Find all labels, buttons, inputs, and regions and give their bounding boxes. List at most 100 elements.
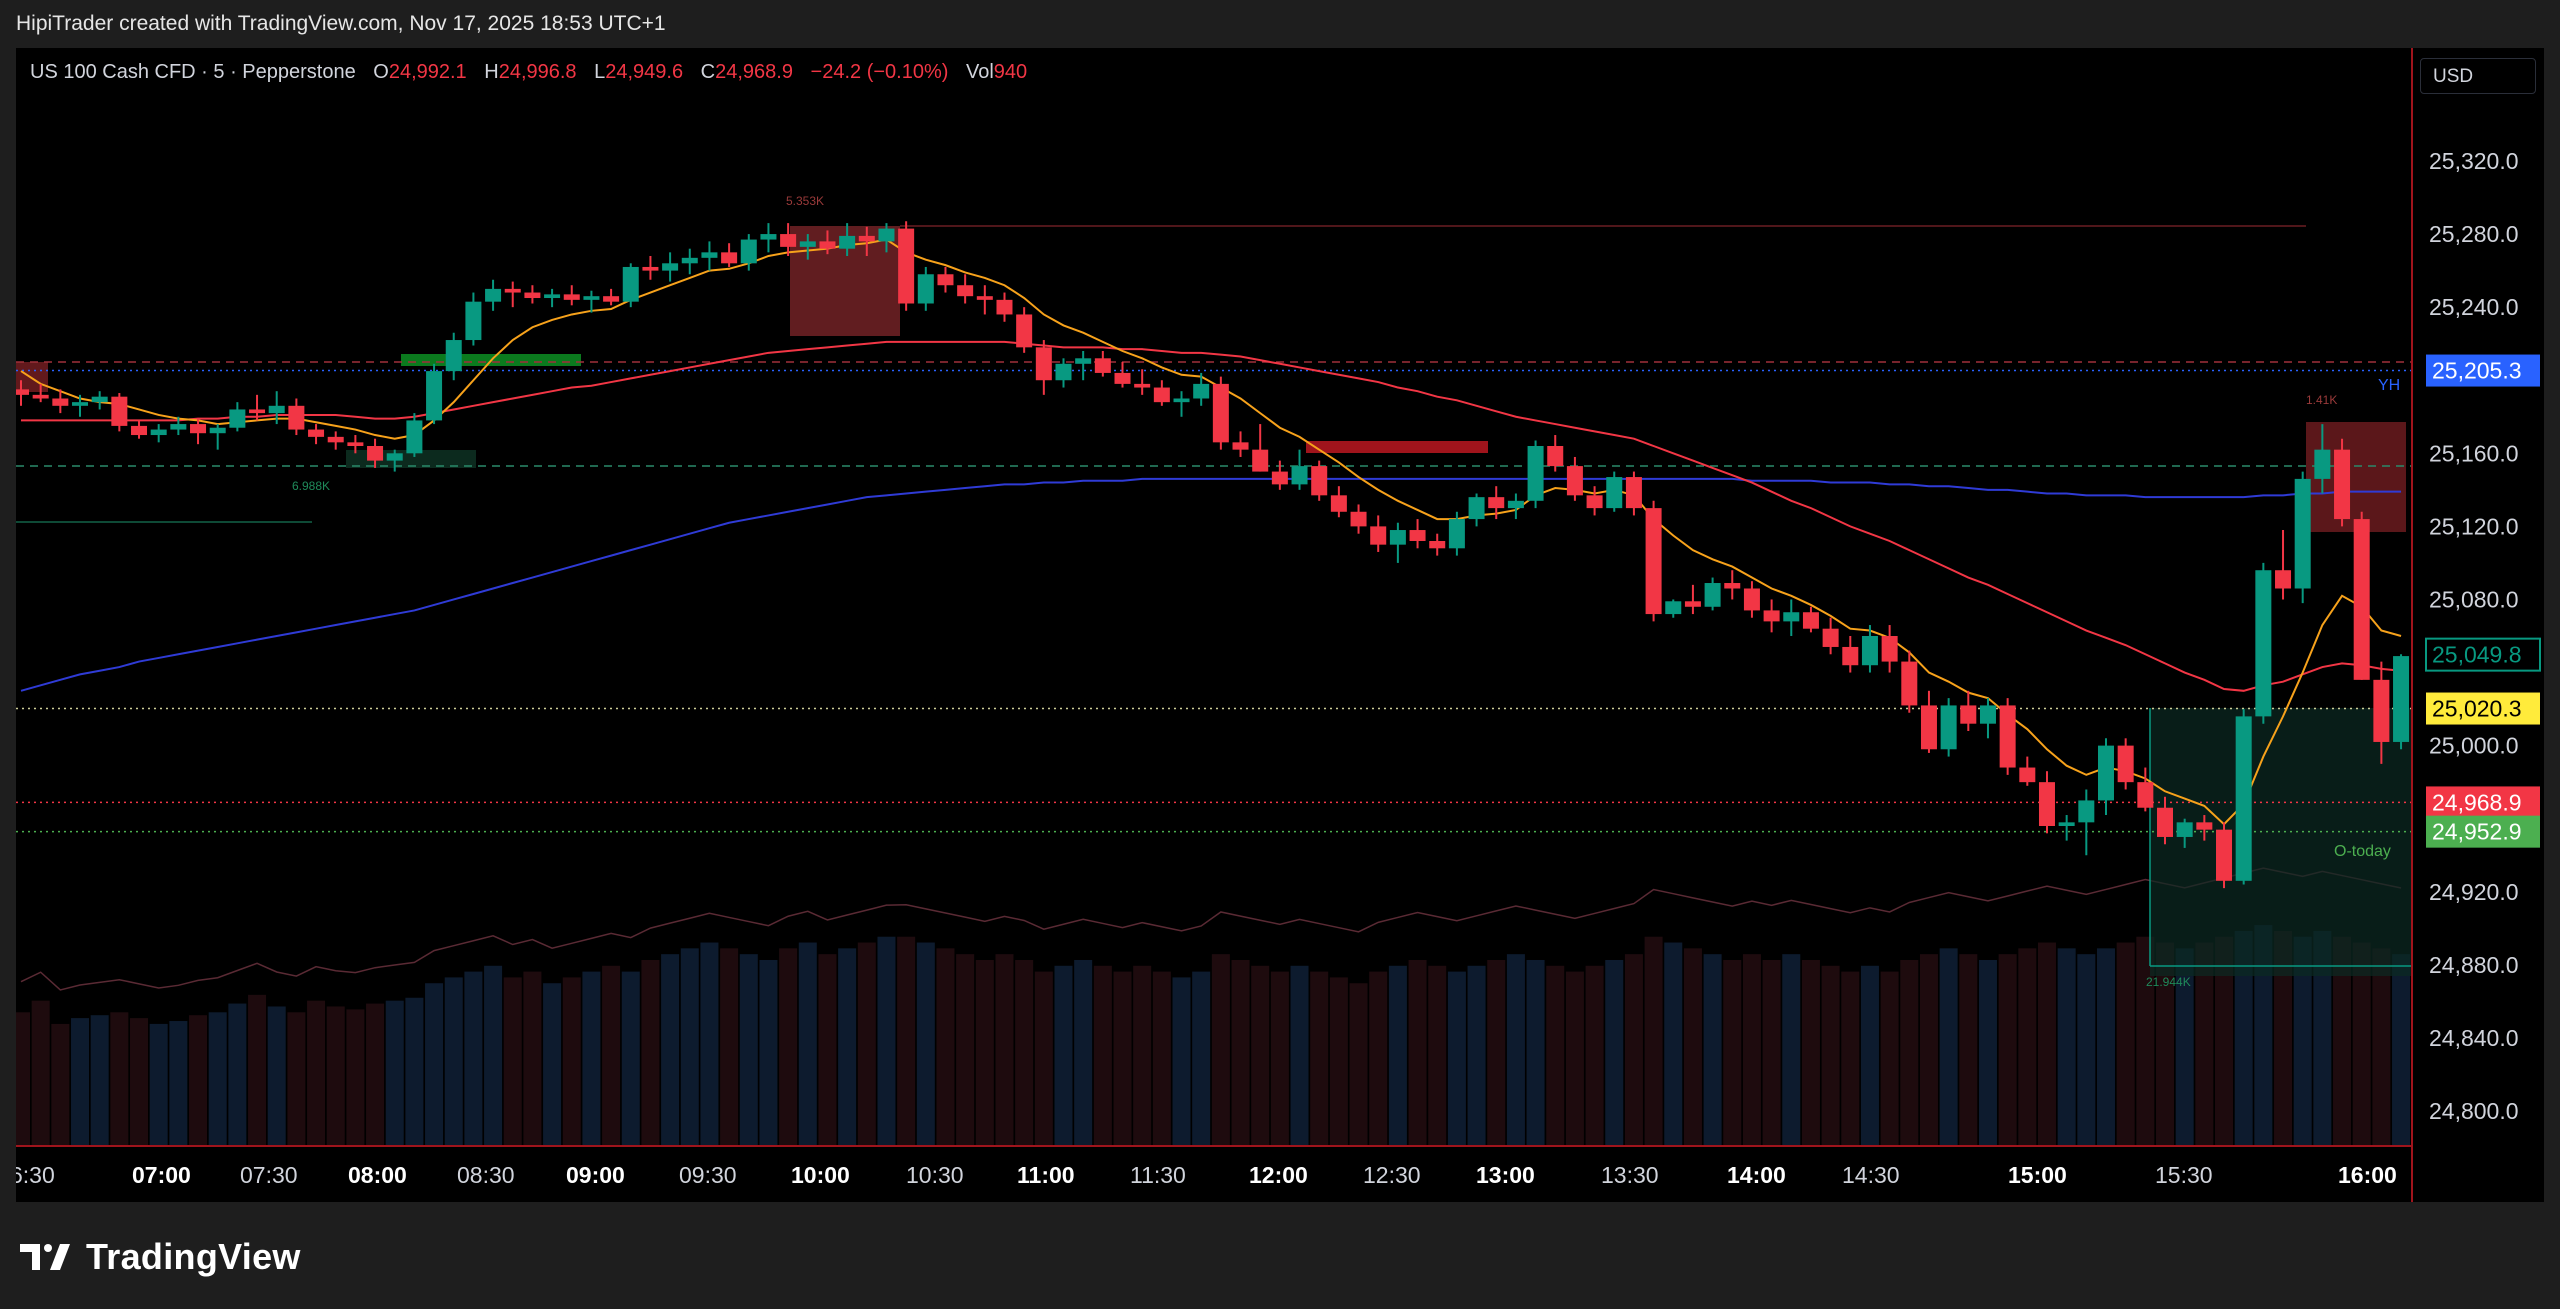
volume-ma-line — [20, 867, 2402, 991]
candle-body — [1960, 705, 1977, 724]
candle-body — [209, 427, 226, 434]
candle-body — [1625, 477, 1642, 509]
currency-selector[interactable]: USD — [2420, 58, 2536, 94]
volume-bar — [1034, 971, 1053, 1146]
volume-annotation: 1.41K — [2306, 393, 2337, 407]
volume-bar — [1152, 971, 1171, 1146]
volume-bar — [1428, 965, 1447, 1146]
candle-body — [1822, 628, 1839, 647]
volume-bar — [2333, 936, 2352, 1146]
candle-body — [1271, 471, 1288, 485]
candle-body — [1586, 495, 1603, 509]
volume-bar — [2274, 930, 2293, 1146]
volume-bars — [16, 925, 2411, 1146]
price-tick-label: 24,800.0 — [2429, 1098, 2519, 1124]
time-tick-label: 14:00 — [1727, 1162, 1786, 1188]
volume-bar — [1683, 948, 1702, 1146]
candle-body — [2196, 822, 2213, 830]
legend-symbol[interactable]: US 100 Cash CFD · 5 · Pepperstone — [30, 61, 356, 83]
volume-bar — [1447, 971, 1466, 1146]
candle-body — [1881, 636, 1898, 662]
time-tick-label: 6:30 — [16, 1162, 55, 1188]
volume-bar — [2018, 948, 2037, 1146]
ema-slow-line — [20, 477, 2402, 692]
volume-bar — [602, 965, 621, 1146]
candle-body — [2117, 745, 2134, 783]
time-tick-label: 13:00 — [1476, 1162, 1535, 1188]
price-tick-label: 24,880.0 — [2429, 952, 2519, 978]
candle-body — [917, 274, 934, 304]
price-tag-value: 25,020.3 — [2432, 696, 2522, 722]
price-tick-label: 25,120.0 — [2429, 513, 2519, 539]
candle-body — [1783, 612, 1800, 622]
time-tick-label: 07:00 — [132, 1162, 191, 1188]
candle-body — [1488, 497, 1505, 509]
candle-body — [2097, 745, 2114, 801]
legend-change: −24.2 (−0.10%) — [810, 61, 949, 83]
volume-bar — [51, 1023, 70, 1146]
volume-bar — [1880, 971, 1899, 1146]
tradingview-logo-icon — [20, 1244, 70, 1270]
volume-bar — [1959, 954, 1978, 1146]
volume-bar — [149, 1023, 168, 1146]
volume-bar — [1703, 954, 1722, 1146]
candle-body — [150, 429, 167, 436]
price-tag — [2426, 692, 2540, 725]
candle-body — [1527, 446, 1544, 501]
candle-body — [957, 285, 974, 297]
legend-low-value: 24,949.6 — [605, 61, 684, 83]
candle-body — [1252, 449, 1269, 472]
volume-bar — [189, 1015, 208, 1146]
volume-bar — [71, 1018, 90, 1146]
price-tick-label: 24,920.0 — [2429, 879, 2519, 905]
candle-body — [16, 389, 29, 395]
volume-bar — [779, 948, 798, 1146]
brand-logo[interactable]: TradingView — [20, 1232, 301, 1282]
candles — [16, 221, 2410, 889]
time-tick-label: 08:00 — [348, 1162, 407, 1188]
time-tick-label: 09:30 — [679, 1162, 737, 1188]
candle-body — [406, 420, 423, 454]
candle-body — [1035, 347, 1052, 381]
candle-body — [2255, 570, 2272, 717]
volume-bar — [523, 971, 542, 1146]
candle-body — [367, 446, 384, 461]
candle-body — [2157, 807, 2174, 837]
candle-body — [1232, 442, 1249, 450]
volume-bar — [1978, 959, 1997, 1146]
candlestick-chart[interactable]: 5.353K 6.988K 1.41K 21.944K O-today YH 25,320.… — [16, 48, 2544, 1202]
price-tag-value: 24,968.9 — [2432, 789, 2522, 815]
price-tag — [2426, 354, 2540, 387]
candle-body — [1055, 363, 1072, 381]
candle-body — [72, 402, 89, 406]
candle-body — [760, 234, 777, 240]
volume-bar — [1919, 954, 1938, 1146]
time-tick-label: 16:00 — [2338, 1162, 2397, 1188]
candle-body — [662, 263, 679, 271]
chart-panel[interactable]: 5.353K 6.988K 1.41K 21.944K O-today YH 25,320.… — [16, 48, 2544, 1202]
volume-bar — [1841, 971, 1860, 1146]
candle-body — [937, 274, 954, 286]
brand-name: TradingView — [86, 1236, 301, 1277]
volume-bar — [1605, 959, 1624, 1146]
candle-body — [268, 405, 285, 414]
candle-body — [780, 234, 797, 247]
candle-body — [524, 292, 541, 299]
candle-body — [1940, 705, 1957, 750]
legend-open-label: O — [373, 61, 389, 83]
volume-bar — [1644, 936, 1663, 1146]
candle-body — [2137, 782, 2154, 808]
price-tick-label: 24,840.0 — [2429, 1025, 2519, 1051]
candle-body — [91, 396, 108, 403]
candle-body — [622, 266, 639, 302]
candle-body — [563, 294, 580, 300]
volume-bar — [484, 965, 503, 1146]
volume-bar — [2293, 936, 2312, 1146]
volume-bar — [680, 948, 699, 1146]
time-tick-label: 10:00 — [791, 1162, 850, 1188]
volume-bar — [700, 942, 719, 1146]
volume-bar — [1192, 971, 1211, 1146]
candle-body — [1330, 495, 1347, 512]
candle-body — [603, 296, 620, 302]
volume-annotation: 5.353K — [786, 194, 824, 208]
